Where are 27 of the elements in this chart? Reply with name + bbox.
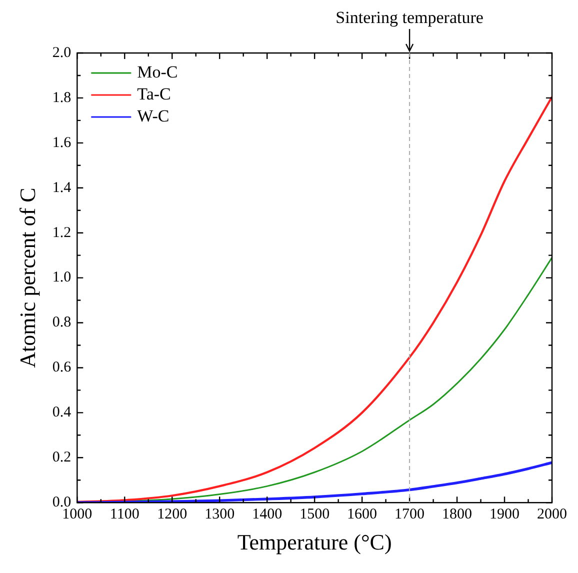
ref-line-label: Sintering temperature xyxy=(336,8,484,27)
y-tick-label: 0.8 xyxy=(52,314,72,331)
legend-label: W-C xyxy=(137,106,170,126)
legend-label: Ta-C xyxy=(137,84,171,104)
x-tick-label: 1400 xyxy=(252,506,282,523)
x-tick-label: 1100 xyxy=(110,506,140,523)
y-tick-label: 0.4 xyxy=(52,404,72,421)
x-tick-label: 1300 xyxy=(204,506,235,523)
x-tick-label: 1000 xyxy=(62,506,92,523)
x-tick-label: 1200 xyxy=(157,506,188,523)
y-tick-label: 2.0 xyxy=(52,44,72,61)
y-tick-label: 1.0 xyxy=(52,270,72,286)
y-tick-label: 1.4 xyxy=(52,180,72,196)
y-tick-label: 0.6 xyxy=(52,360,72,376)
x-tick-label: 1500 xyxy=(300,506,330,523)
x-tick-label: 1800 xyxy=(442,506,472,523)
x-tick-label: 1700 xyxy=(394,506,425,523)
legend-label: Mo-C xyxy=(137,62,178,82)
y-tick-label: 1.2 xyxy=(52,224,72,241)
x-axis-title: Temperature (°C) xyxy=(237,530,392,555)
x-tick-label: 2000 xyxy=(537,506,567,523)
x-tick-label: 1600 xyxy=(347,506,378,523)
y-tick-label: 1.8 xyxy=(52,90,72,106)
y-tick-label: 1.6 xyxy=(52,134,72,151)
x-tick-label: 1900 xyxy=(490,506,520,523)
y-axis-title: Atomic percent of C xyxy=(14,188,40,368)
y-tick-label: 0.2 xyxy=(52,450,72,466)
